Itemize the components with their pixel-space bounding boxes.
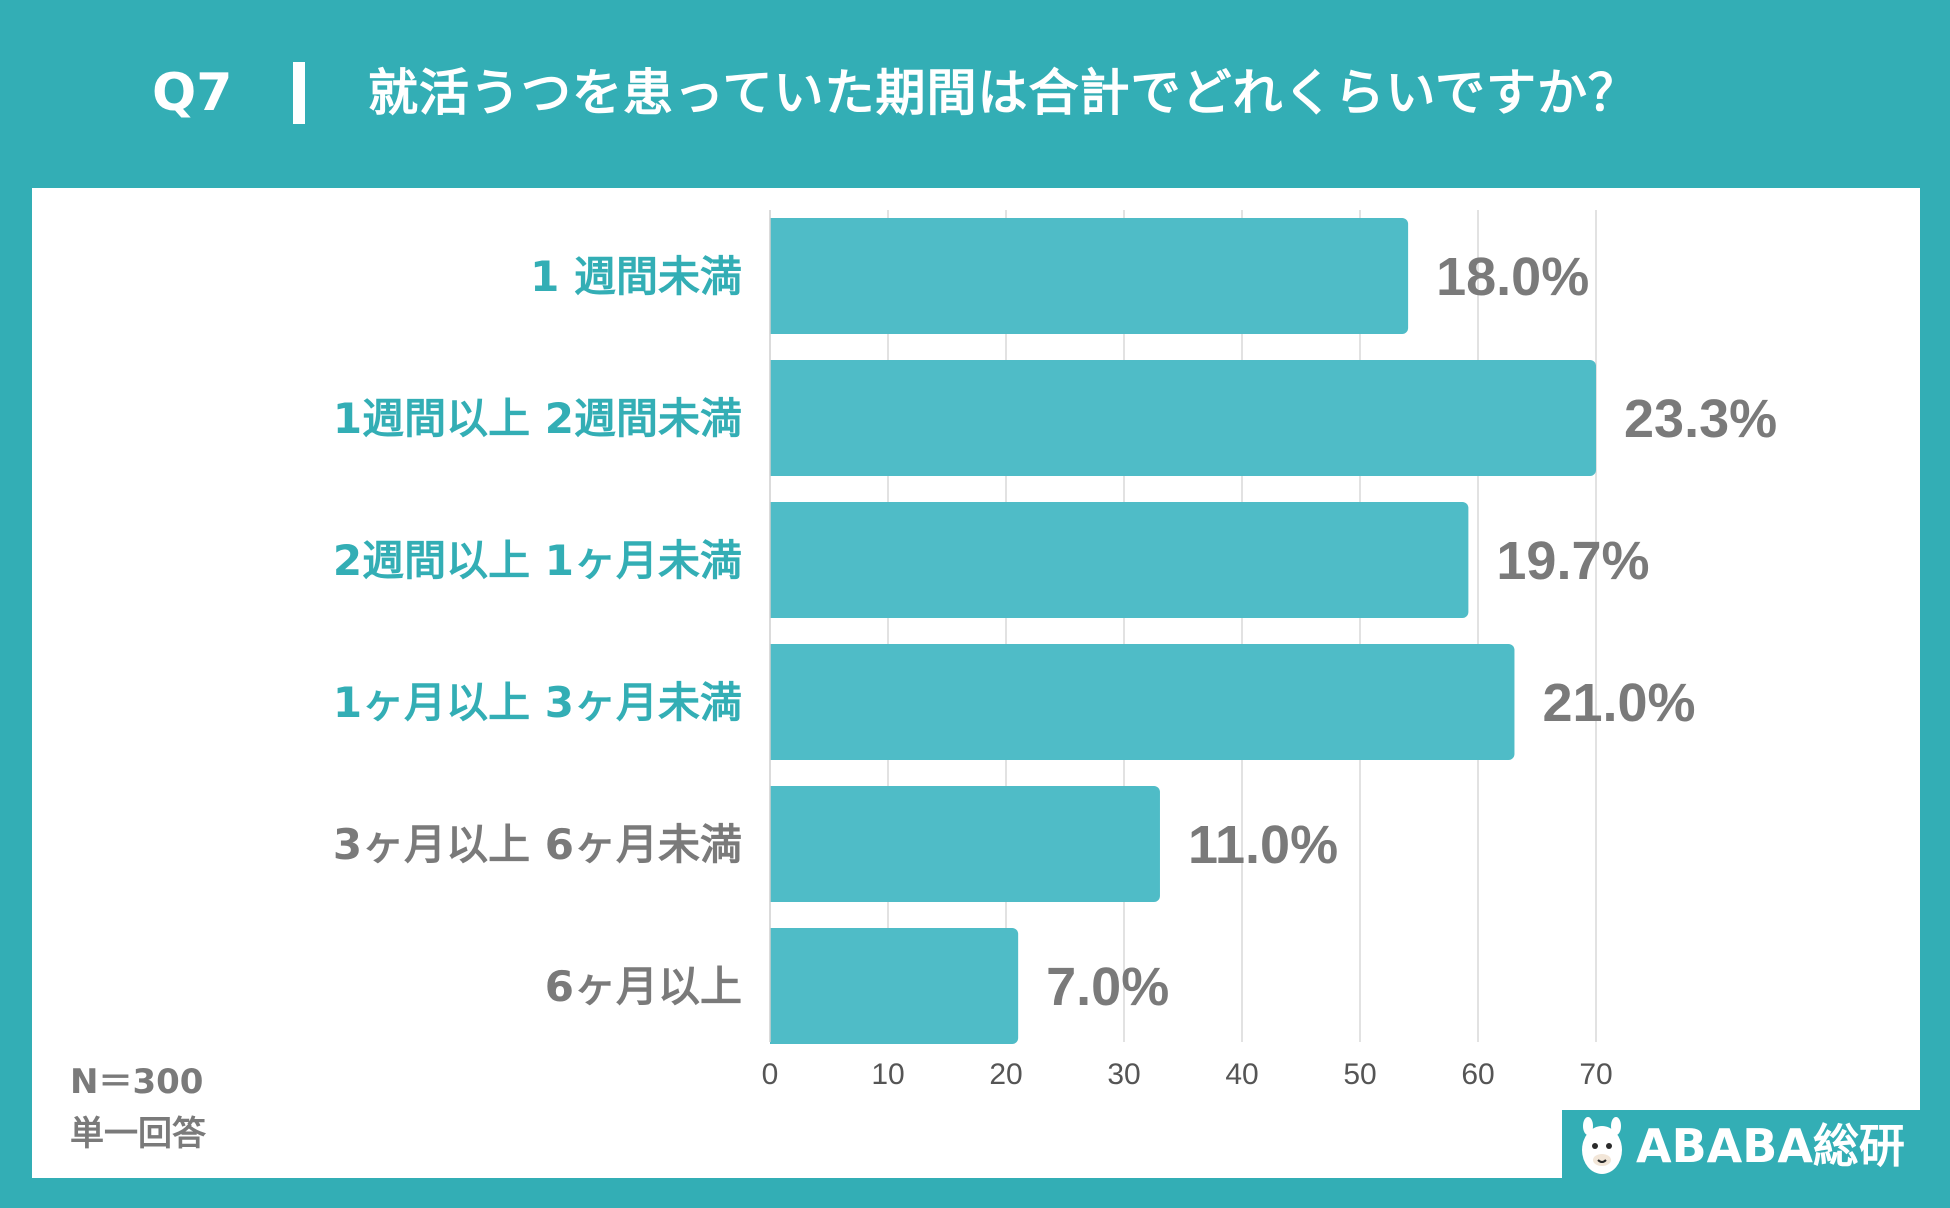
bar <box>770 360 1596 476</box>
data-label: 7.0% <box>1046 957 1169 1017</box>
bar-base <box>770 644 780 760</box>
data-label: 18.0% <box>1436 247 1589 307</box>
data-label: 23.3% <box>1624 389 1777 449</box>
bar <box>770 928 1019 1044</box>
question-title: 就活うつを患っていた期間は合計でどれくらいですか？ <box>368 64 1639 122</box>
category-label: 1ヶ月以上 3ヶ月未満 <box>333 678 742 727</box>
x-tick-label: 50 <box>1343 1058 1376 1091</box>
answer-type-note: 単一回答 <box>70 1114 206 1154</box>
category-label: 1 週間未満 <box>530 252 742 301</box>
header-divider <box>293 62 305 124</box>
x-tick-label: 40 <box>1225 1058 1258 1091</box>
x-tick-label: 10 <box>871 1058 904 1091</box>
x-tick-label: 20 <box>989 1058 1022 1091</box>
data-label: 11.0% <box>1188 815 1338 875</box>
data-label: 19.7% <box>1496 531 1649 591</box>
bar-base <box>770 786 780 902</box>
bar-base <box>770 502 780 618</box>
bar-base <box>770 360 780 476</box>
bar-base <box>770 928 780 1044</box>
alpaca-icon <box>1582 1117 1622 1174</box>
x-tick-label: 30 <box>1107 1058 1140 1091</box>
sample-size-note: N＝300 <box>70 1062 204 1102</box>
bar <box>770 218 1409 334</box>
category-label: 3ヶ月以上 6ヶ月未満 <box>333 820 742 869</box>
x-tick-label: 60 <box>1461 1058 1494 1091</box>
bar-base <box>770 218 780 334</box>
x-tick-label: 0 <box>762 1058 779 1091</box>
x-tick-label: 70 <box>1579 1058 1612 1091</box>
category-label: 2週間以上 1ヶ月未満 <box>333 536 742 585</box>
header: Q7 就活うつを患っていた期間は合計でどれくらいですか？ <box>0 0 1950 188</box>
brand-logo: ABABA総研 <box>1562 1110 1920 1182</box>
bar <box>770 644 1515 760</box>
logo-text: ABABA総研 <box>1636 1119 1905 1173</box>
category-label: 6ヶ月以上 <box>545 962 742 1011</box>
data-label: 21.0% <box>1542 673 1695 733</box>
question-number: Q7 <box>152 63 233 123</box>
category-label: 1週間以上 2週間未満 <box>333 394 742 443</box>
bar <box>770 502 1469 618</box>
bar <box>770 786 1160 902</box>
